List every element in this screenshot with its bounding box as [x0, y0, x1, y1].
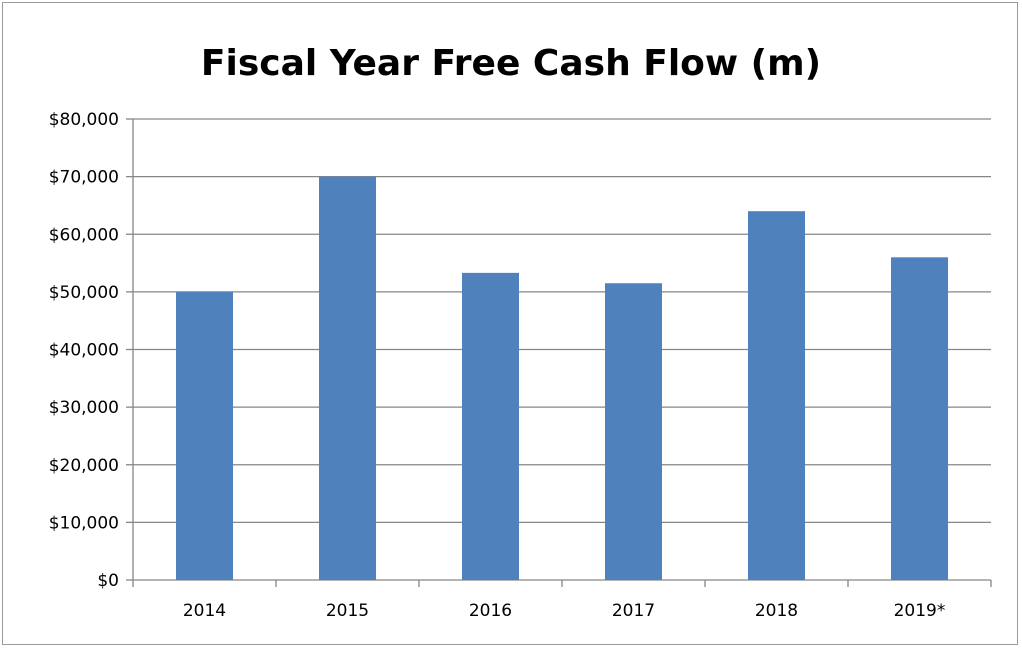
y-tick-label: $80,000	[49, 110, 119, 130]
y-tick-label: $30,000	[49, 398, 119, 418]
bar-2018	[748, 211, 805, 580]
y-tick-label: $60,000	[49, 225, 119, 245]
axes	[126, 118, 992, 587]
y-tick-label: $70,000	[49, 168, 119, 188]
x-axis-tick-labels: 2014 2015 2016 2017 2018 2019*	[183, 601, 946, 621]
y-tick-label: $40,000	[49, 341, 119, 361]
y-tick-label: $50,000	[49, 283, 119, 303]
bar-2014	[176, 291, 233, 580]
x-tick-label: 2017	[612, 601, 655, 621]
y-tick-label: $10,000	[49, 513, 119, 533]
chart-title: Fiscal Year Free Cash Flow (m)	[201, 43, 821, 84]
x-tick-label: 2014	[183, 601, 226, 621]
bar-2016	[462, 272, 519, 580]
bar-2019*	[891, 257, 948, 580]
x-tick-label: 2019*	[894, 601, 946, 621]
y-axis-tick-labels: $0 $10,000 $20,000 $30,000 $40,000 $50,000 $60…	[49, 110, 119, 591]
gridlines	[133, 118, 991, 524]
x-tick-label: 2018	[755, 601, 798, 621]
x-tick-label: 2016	[469, 601, 512, 621]
bar-chart: Fiscal Year Free Cash Flow (m) $0 $10,000…	[49, 43, 992, 621]
bar-2017	[605, 283, 662, 580]
bars	[176, 176, 948, 580]
y-tick-label: $0	[97, 571, 119, 591]
y-tick-label: $20,000	[49, 456, 119, 476]
bar-2015	[319, 176, 376, 580]
x-tick-label: 2015	[326, 601, 369, 621]
